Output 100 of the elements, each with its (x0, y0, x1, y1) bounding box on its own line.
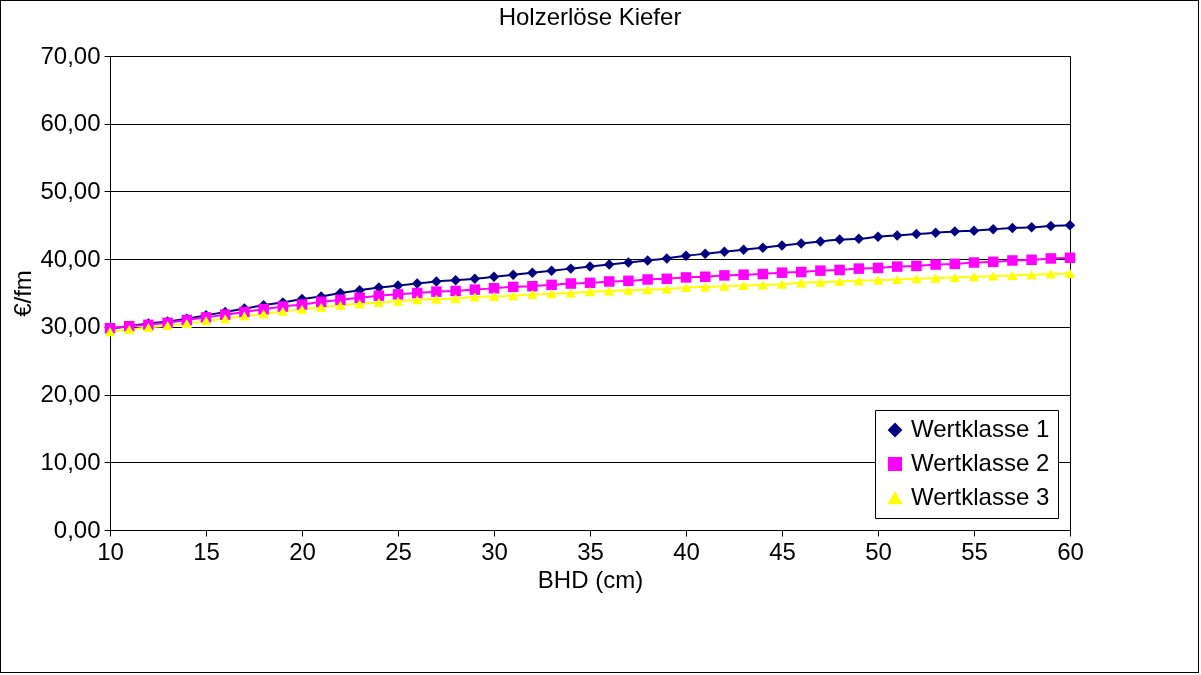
point (795, 278, 807, 288)
point (699, 282, 711, 292)
y-tick-label: 10,00 (40, 447, 101, 475)
point (411, 278, 423, 289)
point (853, 276, 865, 286)
legend-label: Wertklasse 3 (911, 483, 1050, 510)
x-tick-label: 20 (289, 537, 316, 565)
point (719, 246, 730, 257)
point (603, 259, 615, 270)
point (757, 242, 769, 253)
point (987, 256, 999, 268)
point (661, 253, 673, 264)
x-tick-label: 40 (673, 537, 700, 565)
point (123, 325, 135, 335)
point (488, 291, 500, 301)
point (815, 265, 826, 276)
point (565, 278, 577, 289)
point (546, 265, 557, 276)
point (968, 225, 980, 236)
point (488, 271, 500, 282)
point (699, 248, 711, 259)
point (776, 240, 788, 251)
point (546, 289, 557, 299)
point (642, 285, 653, 295)
point (507, 269, 519, 280)
point (1045, 220, 1057, 232)
point (335, 294, 346, 306)
point (469, 292, 481, 302)
point (911, 274, 922, 284)
x-tick-label: 25 (385, 537, 412, 565)
point (181, 318, 193, 329)
point (527, 280, 538, 292)
point (623, 285, 634, 295)
point (1026, 254, 1037, 266)
point (891, 230, 903, 241)
x-axis-title: BHD (cm) (537, 565, 644, 593)
point (642, 255, 653, 266)
point (392, 289, 404, 300)
point (546, 279, 557, 291)
point (584, 287, 596, 297)
point (1007, 270, 1018, 280)
point (1064, 252, 1076, 264)
point (565, 263, 577, 274)
x-tick-label: 45 (769, 537, 796, 565)
point (296, 304, 308, 314)
y-tick-label: 20,00 (40, 380, 101, 408)
y-axis-title: €/fm (9, 270, 37, 317)
point (891, 261, 903, 272)
point (565, 288, 577, 298)
point (776, 279, 788, 289)
point (815, 236, 826, 247)
x-tick-label: 30 (481, 537, 508, 565)
point (1007, 255, 1018, 266)
point (930, 227, 941, 238)
point (680, 272, 692, 283)
point (373, 297, 385, 308)
legend-label: Wertklasse 1 (911, 415, 1050, 442)
point (872, 275, 884, 285)
point (930, 259, 941, 270)
point (699, 271, 711, 282)
point (584, 277, 596, 289)
point (450, 274, 461, 286)
point (373, 290, 385, 301)
point (584, 261, 596, 272)
point (527, 267, 538, 278)
y-tick-label: 40,00 (40, 244, 101, 272)
point (392, 296, 404, 306)
point (949, 258, 961, 270)
point (1026, 270, 1037, 280)
y-tick-label: 60,00 (40, 109, 101, 137)
legend-label: Wertklasse 2 (911, 449, 1050, 476)
point (834, 234, 845, 245)
point (642, 274, 653, 285)
point (815, 277, 826, 287)
point (354, 299, 365, 309)
point (757, 268, 769, 280)
point (104, 327, 116, 337)
point (603, 276, 615, 287)
point (603, 286, 615, 296)
point (987, 271, 999, 281)
point (469, 273, 481, 285)
point (680, 283, 692, 293)
point (968, 257, 980, 268)
point (834, 276, 845, 287)
point (795, 238, 807, 249)
point (200, 316, 212, 326)
point (872, 231, 884, 243)
point (450, 285, 461, 297)
point (853, 263, 865, 274)
point (623, 275, 634, 287)
point (776, 267, 788, 278)
point (354, 292, 365, 303)
point (431, 276, 442, 287)
point (450, 293, 461, 303)
point (527, 289, 538, 299)
x-tick-label: 15 (193, 537, 220, 565)
point (623, 257, 634, 268)
point (719, 270, 730, 281)
point (239, 311, 250, 321)
point (680, 250, 692, 261)
